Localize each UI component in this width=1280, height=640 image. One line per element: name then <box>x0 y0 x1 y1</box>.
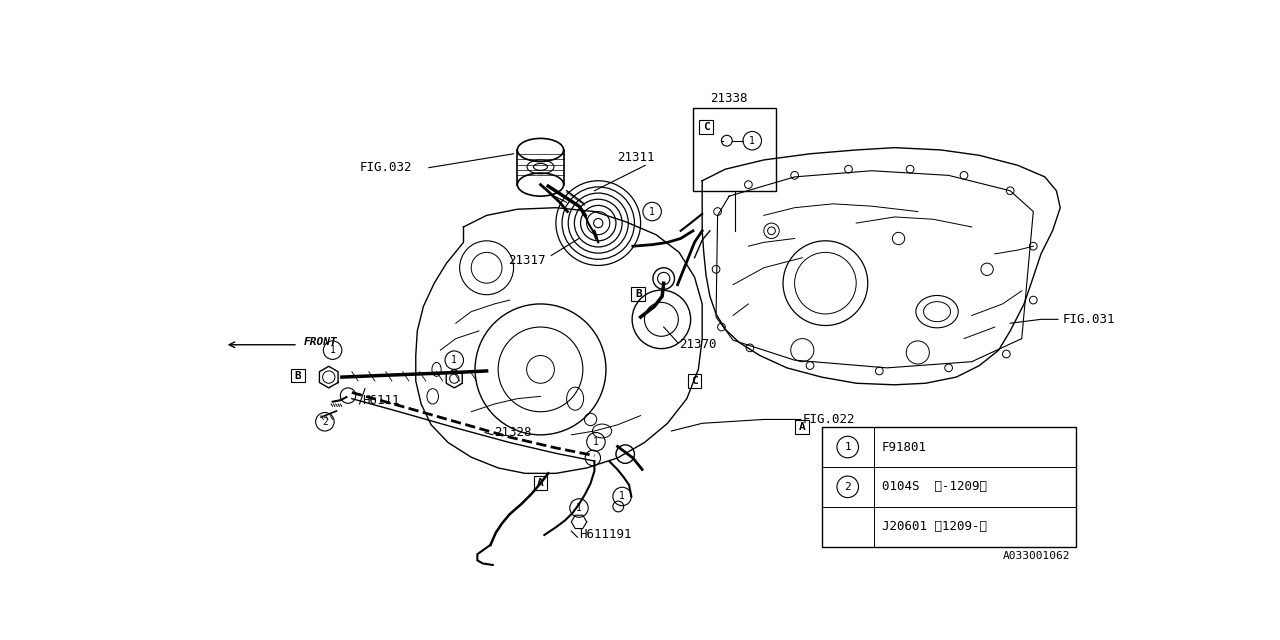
Text: 1: 1 <box>576 503 582 513</box>
Bar <box>822 427 1075 547</box>
Text: 21311: 21311 <box>617 151 655 164</box>
Text: B: B <box>635 289 641 299</box>
Text: FIG.031: FIG.031 <box>1062 313 1115 326</box>
Bar <box>687 374 701 388</box>
Bar <box>699 120 713 134</box>
Text: J20601 〈1209-〉: J20601 〈1209-〉 <box>882 520 987 533</box>
Text: A: A <box>538 477 544 488</box>
Text: B: B <box>294 371 301 381</box>
Text: FIG.032: FIG.032 <box>360 161 412 174</box>
Text: F91801: F91801 <box>882 440 927 454</box>
Text: 1: 1 <box>593 436 599 447</box>
Text: 21328: 21328 <box>494 426 531 439</box>
Text: 1: 1 <box>749 136 755 146</box>
Text: 1: 1 <box>845 442 851 452</box>
Text: H6111: H6111 <box>362 394 399 406</box>
Text: A: A <box>799 422 805 432</box>
Text: FIG.022: FIG.022 <box>803 413 855 426</box>
Text: 1: 1 <box>620 492 625 502</box>
Bar <box>534 476 548 490</box>
Text: FRONT: FRONT <box>303 337 337 348</box>
Bar <box>631 287 645 301</box>
Text: 21338: 21338 <box>710 92 748 105</box>
Text: 1: 1 <box>649 207 655 216</box>
Text: C: C <box>703 122 709 132</box>
Text: A033001062: A033001062 <box>1002 551 1070 561</box>
Bar <box>692 108 776 191</box>
Text: H611191: H611191 <box>579 529 631 541</box>
Text: 21370: 21370 <box>680 339 717 351</box>
Text: 2: 2 <box>845 482 851 492</box>
Text: 21317: 21317 <box>508 253 545 266</box>
Text: 1: 1 <box>330 345 335 355</box>
Text: 1: 1 <box>452 355 457 365</box>
Text: C: C <box>691 376 698 386</box>
Text: 2: 2 <box>323 417 328 427</box>
Bar <box>291 369 305 383</box>
Bar <box>795 420 809 434</box>
Text: 0104S  〈-1209〉: 0104S 〈-1209〉 <box>882 481 987 493</box>
